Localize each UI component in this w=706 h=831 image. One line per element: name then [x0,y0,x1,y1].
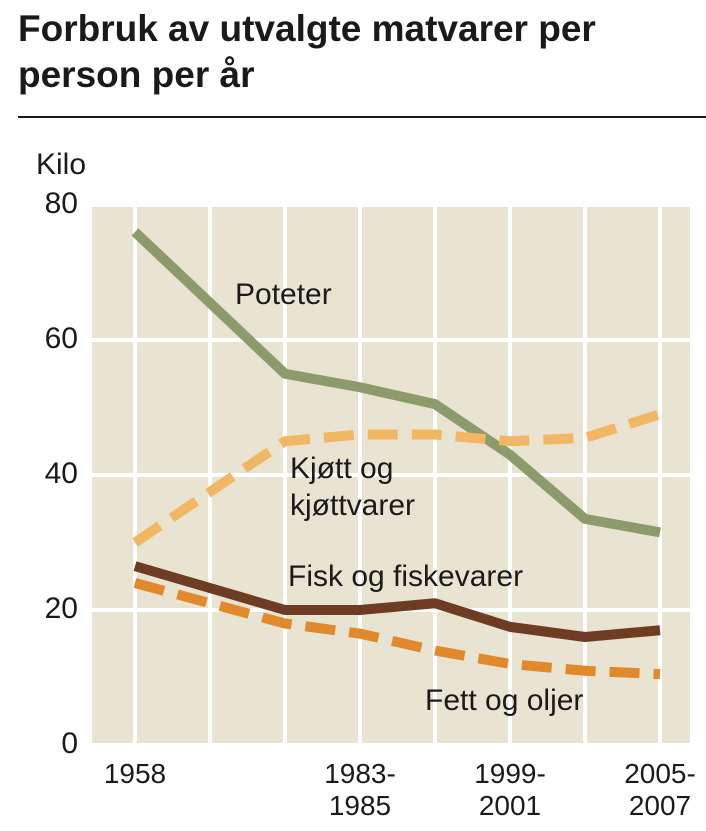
x-tick-label: 1999-2001 [474,758,546,821]
series-line [133,561,661,642]
series-label: Kjøtt og kjøttvarer [290,452,416,522]
y-tick-label: 60 [44,322,78,355]
y-tick-label: 80 [44,187,78,220]
x-tick-label: 2005-2007 [624,758,696,821]
chart-title: Forbruk av utvalgte matvarer per person … [18,8,596,95]
series-line [133,578,661,680]
y-tick-label: 0 [61,727,78,760]
series-line [131,228,661,538]
x-tick-label: 1983-1985 [324,758,396,821]
series-label: Fisk og fiskevarer [288,560,524,593]
x-tick-label: 1958 [103,758,167,789]
y-tick-label: 40 [44,457,78,490]
series-label: Fett og oljer [425,684,584,717]
y-tick-label: 20 [44,592,78,625]
title-rule [18,116,706,118]
series-label: Poteter [235,278,332,311]
series-line [132,409,662,547]
y-axis-label: Kilo [36,148,87,181]
